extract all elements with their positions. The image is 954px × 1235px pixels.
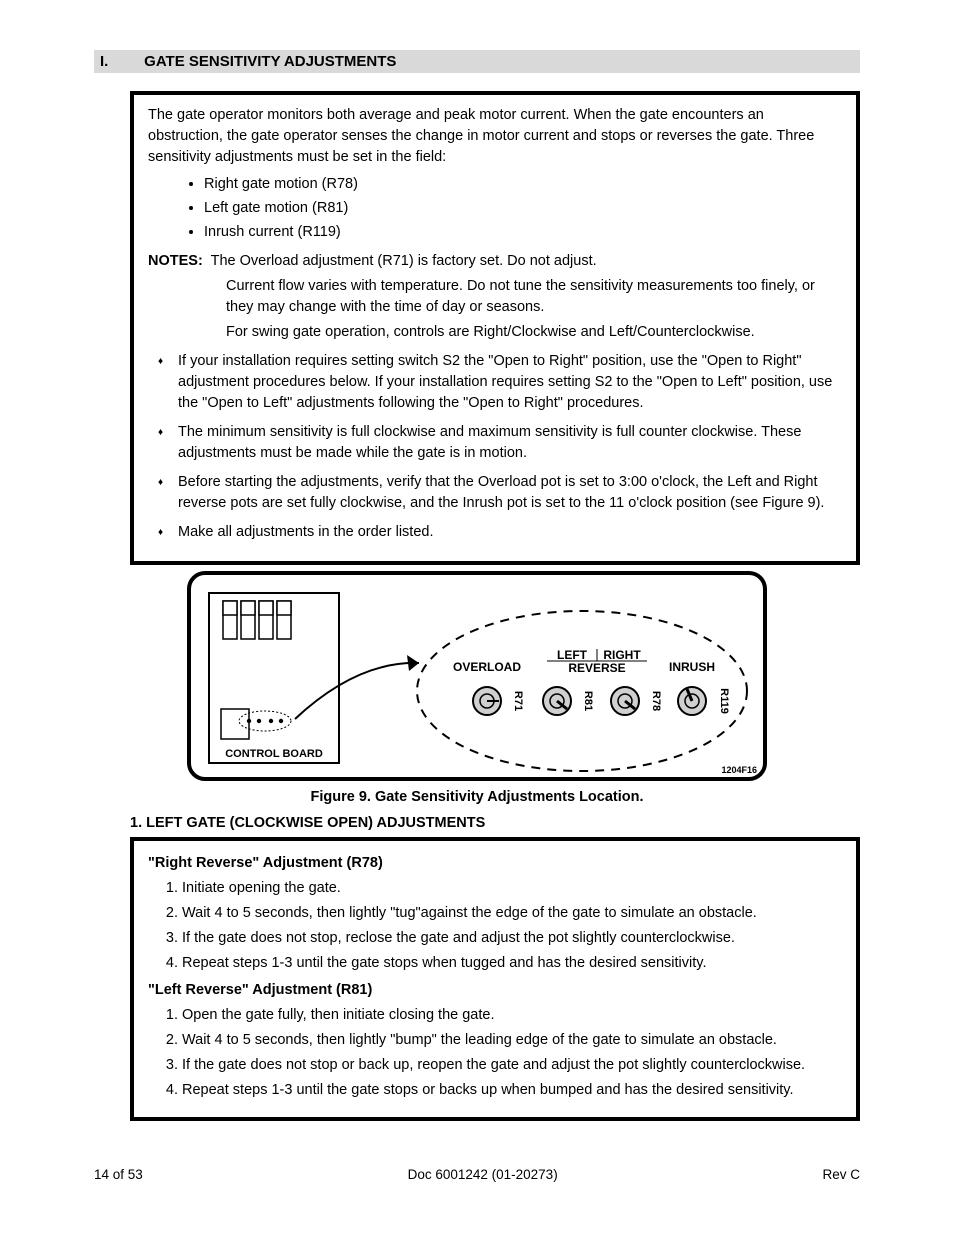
figure-svg: CONTROL BOARD OVERLOAD LEFT RIGHT REVERS… <box>187 571 767 781</box>
svg-text:CONTROL BOARD: CONTROL BOARD <box>225 748 323 760</box>
intro-box: The gate operator monitors both average … <box>130 91 860 565</box>
section-title: GATE SENSITIVITY ADJUSTMENTS <box>144 53 396 70</box>
subheading: 1. LEFT GATE (CLOCKWISE OPEN) ADJUSTMENT… <box>130 815 860 831</box>
svg-text:OVERLOAD: OVERLOAD <box>453 660 521 674</box>
list-item: If the gate does not stop, reclose the g… <box>182 928 842 949</box>
section-header: I. GATE SENSITIVITY ADJUSTMENTS <box>94 50 860 73</box>
steps-list: Initiate opening the gate. Wait 4 to 5 s… <box>182 878 842 974</box>
notes-block: NOTES: The Overload adjustment (R71) is … <box>148 251 842 343</box>
list-item: Repeat steps 1-3 until the gate stops or… <box>182 1080 842 1101</box>
intro-paragraph: The gate operator monitors both average … <box>148 105 842 168</box>
svg-text:1204F16: 1204F16 <box>721 765 757 775</box>
list-item: If your installation requires setting sw… <box>158 351 842 414</box>
svg-text:R119: R119 <box>718 688 730 714</box>
note-line: Current flow varies with temperature. Do… <box>226 276 842 318</box>
page: I. GATE SENSITIVITY ADJUSTMENTS The gate… <box>47 0 907 1212</box>
list-item: If the gate does not stop or back up, re… <box>182 1055 842 1076</box>
svg-text:LEFT: LEFT <box>557 648 588 662</box>
svg-text:INRUSH: INRUSH <box>669 660 715 674</box>
note-line: NOTES: The Overload adjustment (R71) is … <box>148 251 842 272</box>
svg-text:REVERSE: REVERSE <box>568 661 625 675</box>
footer-center: Doc 6001242 (01-20273) <box>408 1167 558 1182</box>
notes-label: NOTES: <box>148 253 203 269</box>
list-item: Left gate motion (R81) <box>204 198 842 219</box>
diamond-list: If your installation requires setting sw… <box>158 351 842 543</box>
list-item: Right gate motion (R78) <box>204 174 842 195</box>
adj-title: "Left Reverse" Adjustment (R81) <box>148 980 842 1001</box>
page-footer: 14 of 53 Doc 6001242 (01-20273) Rev C <box>94 1167 860 1182</box>
footer-left: 14 of 53 <box>94 1167 143 1182</box>
list-item: Inrush current (R119) <box>204 222 842 243</box>
svg-text:R81: R81 <box>582 691 594 711</box>
adjustments-box: "Right Reverse" Adjustment (R78) Initiat… <box>130 837 860 1121</box>
figure-9: CONTROL BOARD OVERLOAD LEFT RIGHT REVERS… <box>94 571 860 781</box>
note-line: For swing gate operation, controls are R… <box>226 322 842 343</box>
list-item: Repeat steps 1-3 until the gate stops wh… <box>182 953 842 974</box>
list-item: Initiate opening the gate. <box>182 878 842 899</box>
svg-text:RIGHT: RIGHT <box>603 648 641 662</box>
sensitivity-list: Right gate motion (R78) Left gate motion… <box>204 174 842 243</box>
list-item: The minimum sensitivity is full clockwis… <box>158 422 842 464</box>
adj-title: "Right Reverse" Adjustment (R78) <box>148 853 842 874</box>
list-item: Make all adjustments in the order listed… <box>158 522 842 543</box>
svg-text:R71: R71 <box>512 691 524 711</box>
list-item: Open the gate fully, then initiate closi… <box>182 1005 842 1026</box>
list-item: Wait 4 to 5 seconds, then lightly "bump"… <box>182 1030 842 1051</box>
footer-right: Rev C <box>822 1167 860 1182</box>
figure-caption: Figure 9. Gate Sensitivity Adjustments L… <box>94 789 860 805</box>
section-number: I. <box>100 53 140 70</box>
steps-list: Open the gate fully, then initiate closi… <box>182 1005 842 1101</box>
list-item: Wait 4 to 5 seconds, then lightly "tug"a… <box>182 903 842 924</box>
note-text: The Overload adjustment (R71) is factory… <box>211 253 597 269</box>
svg-text:R78: R78 <box>650 691 662 711</box>
list-item: Before starting the adjustments, verify … <box>158 472 842 514</box>
